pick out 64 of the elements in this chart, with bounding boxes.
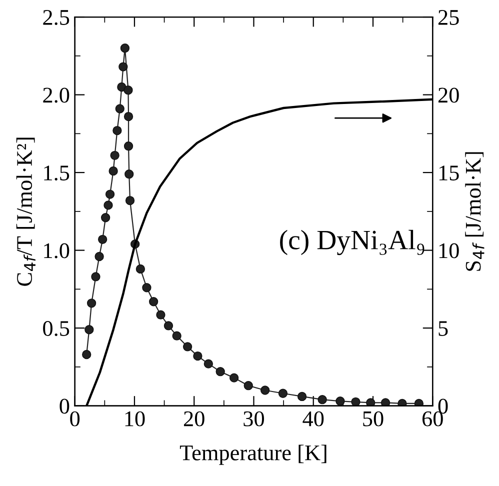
point <box>98 234 108 244</box>
point <box>112 126 122 136</box>
x-tick-label: 0 <box>70 411 80 426</box>
point <box>105 190 115 199</box>
point <box>108 166 118 176</box>
point <box>260 386 270 395</box>
point <box>125 196 135 206</box>
point <box>115 104 124 114</box>
point <box>336 396 345 406</box>
y-tick-label: 2.0 <box>43 88 70 103</box>
point <box>136 264 146 274</box>
point <box>278 388 288 398</box>
point <box>104 200 113 210</box>
point <box>142 283 152 292</box>
point <box>398 398 407 406</box>
point <box>100 213 110 222</box>
point <box>91 272 100 282</box>
point <box>172 331 182 340</box>
point <box>124 142 134 151</box>
point <box>156 310 166 320</box>
point <box>229 373 239 382</box>
point <box>244 381 253 390</box>
point <box>120 44 130 53</box>
point <box>204 359 214 368</box>
y2-axis-title: S$_{4f}$ [J/mol·K] <box>465 152 484 271</box>
point <box>216 367 225 376</box>
point <box>366 398 376 406</box>
point <box>124 86 133 95</box>
x-tick-label: 30 <box>244 411 264 426</box>
x-tick-label: 10 <box>125 411 145 426</box>
point <box>86 298 96 308</box>
point <box>318 395 327 404</box>
point <box>182 342 192 352</box>
x-tick-label: 50 <box>363 411 384 426</box>
point <box>124 112 134 122</box>
y2-tick-label: 10 <box>439 243 459 258</box>
point <box>124 170 134 179</box>
y-tick-label: 0.5 <box>43 320 70 336</box>
point <box>84 325 94 334</box>
x-tick-label: 20 <box>184 411 204 426</box>
point <box>148 297 158 306</box>
point <box>164 321 174 330</box>
y2-tick-label: 20 <box>438 88 459 103</box>
x-axis-title: Temperature [K] <box>180 444 326 465</box>
y2-tick-label: 25 <box>438 10 459 25</box>
y2-tick-label: 15 <box>439 166 459 180</box>
point <box>351 397 360 406</box>
point <box>193 351 202 361</box>
point <box>414 398 424 406</box>
y2-tick-label: 5 <box>438 321 448 336</box>
x-tick-label: 40 <box>302 411 324 426</box>
point <box>380 398 390 406</box>
point <box>94 252 104 262</box>
annotation: (c) DyNi₃Al₉ <box>280 230 424 256</box>
y-axis-title: C$_{4f}$/T [J/mol·K²] <box>16 138 36 286</box>
y-tick-label: 0 <box>60 398 70 414</box>
y-tick-label: 1.0 <box>44 243 70 258</box>
point <box>297 392 307 402</box>
point <box>117 82 126 92</box>
y-tick-label: 2.5 <box>43 10 70 26</box>
point <box>110 150 120 160</box>
point <box>82 350 92 360</box>
y-tick-label: 1.5 <box>44 166 70 181</box>
point <box>118 62 128 72</box>
